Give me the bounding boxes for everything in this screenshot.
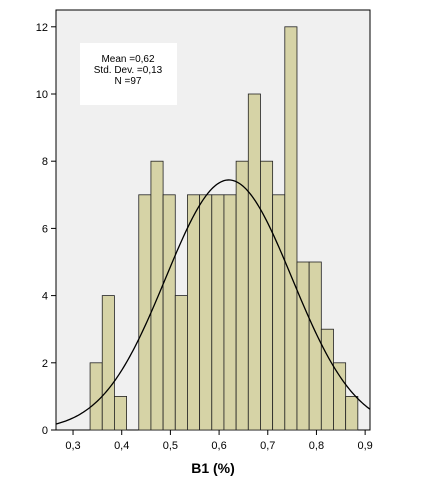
y-tick-label-5: 10 [36, 89, 48, 101]
x-tick-label-5: 0,8 [309, 440, 324, 452]
y-tick-label-0: 0 [42, 425, 48, 437]
histogram-bar-2 [114, 395, 127, 431]
histogram-bar-9 [199, 194, 213, 431]
histogram-bar-4 [138, 194, 152, 431]
histogram-bar-16 [284, 26, 298, 431]
histogram-bar-18 [308, 261, 322, 431]
y-tick-label-3: 6 [42, 223, 48, 235]
histogram-bar-21 [345, 395, 359, 431]
y-tick-label-6: 12 [36, 22, 48, 34]
histogram-bar-20 [333, 362, 347, 431]
y-tick-label-2: 4 [42, 291, 48, 303]
histogram-bar-11 [223, 194, 237, 431]
histogram-bar-5 [150, 160, 164, 431]
histogram-bar-17 [296, 261, 310, 431]
stats-box: Mean =0,62 Std. Dev. =0,13 N =97 [80, 43, 177, 105]
x-tick-label-4: 0,7 [260, 440, 275, 452]
histogram-bar-13 [247, 93, 261, 431]
stats-mean: Mean =0,62 [101, 54, 155, 65]
histogram-bar-14 [260, 160, 274, 431]
histogram-bar-12 [235, 160, 249, 431]
histogram-bar-6 [162, 194, 176, 431]
x-axis-title: B1 (%) [191, 460, 235, 476]
histogram-bar-8 [187, 194, 201, 431]
stats-box-background [80, 43, 177, 105]
axes-group: 0 2 4 6 8 10 12 0,3 0,4 0,5 0,6 0,7 0,8 0,9 [36, 22, 373, 452]
histogram-bar-7 [174, 295, 188, 431]
x-tick-label-1: 0,4 [114, 440, 129, 452]
x-tick-label-3: 0,6 [211, 440, 226, 452]
y-tick-label-4: 8 [42, 156, 48, 168]
stats-std-dev: Std. Dev. =0,13 [94, 65, 163, 76]
x-tick-label-2: 0,5 [163, 440, 178, 452]
histogram-bar-19 [320, 328, 334, 431]
histogram-bar-1 [101, 295, 115, 431]
x-tick-label-6: 0,9 [357, 440, 372, 452]
histogram-bar-15 [272, 194, 286, 431]
x-tick-label-0: 0,3 [65, 440, 80, 452]
histogram-bar-0 [89, 362, 103, 431]
histogram-bar-10 [211, 194, 225, 431]
bars-group [89, 26, 359, 431]
stats-n: N =97 [115, 76, 142, 87]
y-tick-label-1: 2 [42, 358, 48, 370]
normal-curve [55, 179, 371, 425]
